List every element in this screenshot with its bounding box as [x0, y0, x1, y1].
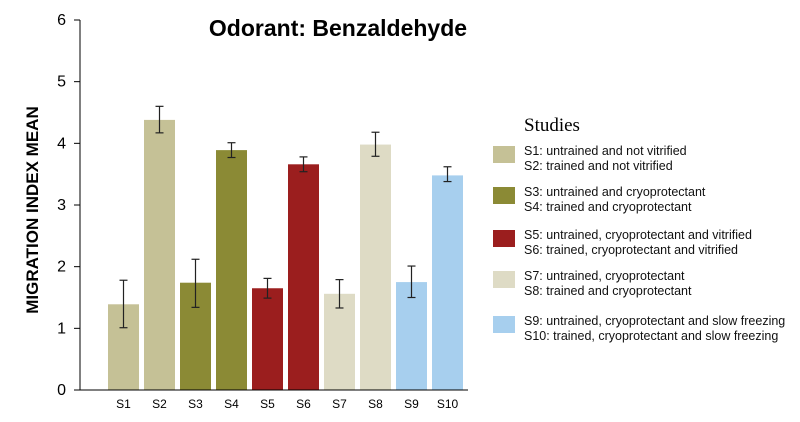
y-tick-label: 1 [57, 320, 66, 337]
bar-s9 [396, 282, 427, 390]
error-bars [119, 105, 452, 329]
legend-title: Studies [524, 115, 580, 136]
legend-swatch [493, 271, 515, 288]
x-tick-label: S7 [332, 397, 347, 411]
error-bar-s2 [155, 105, 164, 134]
bar-s2 [144, 119, 175, 391]
error-bar-s6 [299, 156, 308, 173]
x-tick-label: S2 [152, 397, 167, 411]
x-axis-tick-labels: S1 S2 S3 S4 S5 S6 S7 S8 S9 S10 [116, 397, 458, 411]
y-tick-label: 6 [57, 12, 66, 29]
legend-entry: S5: untrained, cryoprotectant and vitrif… [493, 228, 752, 257]
legend-swatch [493, 146, 515, 163]
bar-s7 [324, 293, 355, 390]
error-bar-s7 [335, 279, 344, 309]
bar-s10 [432, 175, 463, 390]
error-bar-s8 [371, 131, 380, 157]
x-tick-label: S9 [404, 397, 419, 411]
y-axis-ticks: 0 1 2 3 4 5 6 [57, 12, 80, 399]
y-axis-label: MIGRATION INDEX MEAN [23, 106, 42, 313]
legend-label: S2: trained and not vitrified [524, 159, 673, 173]
y-tick-label: 0 [57, 382, 66, 399]
legend-label: S1: untrained and not vitrified [524, 144, 687, 158]
legend-label: S5: untrained, cryoprotectant and vitrif… [524, 228, 752, 242]
x-tick-label: S4 [224, 397, 239, 411]
legend-swatch [493, 230, 515, 247]
bars [108, 119, 463, 391]
x-tick-label: S3 [188, 397, 203, 411]
legend-entry: S9: untrained, cryoprotectant and slow f… [493, 314, 785, 343]
bar-s8 [360, 144, 391, 390]
bar-s6 [288, 164, 319, 390]
error-bar-s5 [263, 277, 272, 299]
legend-label: S7: untrained, cryoprotectant [524, 269, 685, 283]
x-tick-label: S5 [260, 397, 275, 411]
y-tick-label: 4 [57, 135, 66, 152]
error-bar-s4 [227, 142, 236, 159]
legend-label: S4: trained and cryoprotectant [524, 200, 692, 214]
x-tick-label: S8 [368, 397, 383, 411]
x-tick-label: S10 [437, 397, 459, 411]
bar-s5 [252, 288, 283, 390]
legend-label: S10: trained, cryoprotectant and slow fr… [524, 329, 778, 343]
legend-swatch [493, 187, 515, 204]
error-bar-s9 [407, 265, 416, 299]
legend: Studies S1: untrained and not vitrifiedS… [493, 115, 785, 343]
y-tick-label: 5 [57, 74, 66, 91]
error-bar-s1 [119, 279, 128, 329]
x-tick-label: S6 [296, 397, 311, 411]
error-bar-s10 [443, 166, 452, 183]
legend-label: S6: trained, cryoprotectant and vitrifie… [524, 243, 738, 257]
y-tick-label: 3 [57, 197, 66, 214]
legend-label: S3: untrained and cryoprotectant [524, 185, 706, 199]
chart-title: Odorant: Benzaldehyde [209, 15, 467, 41]
legend-label: S8: trained and cryoprotectant [524, 284, 692, 298]
legend-swatch [493, 316, 515, 333]
y-tick-label: 2 [57, 259, 66, 276]
bar-s4 [216, 150, 247, 390]
legend-label: S9: untrained, cryoprotectant and slow f… [524, 314, 785, 328]
x-tick-label: S1 [116, 397, 131, 411]
error-bar-s3 [191, 258, 200, 308]
